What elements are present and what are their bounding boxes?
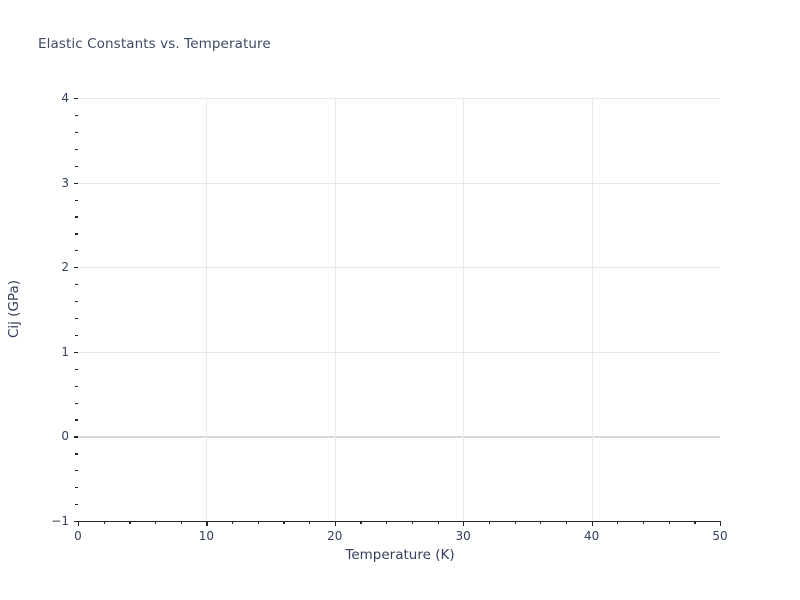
x-tick-label: 40 xyxy=(583,529,600,543)
gridline-vertical xyxy=(463,98,465,521)
x-tick-label: 20 xyxy=(327,529,343,543)
y-tick-label: −1 xyxy=(51,514,69,528)
gridline-horizontal xyxy=(78,267,720,269)
gridlines xyxy=(78,98,720,521)
x-tick-label: 30 xyxy=(455,529,471,543)
y-tick-label: 3 xyxy=(61,175,69,190)
gridline-horizontal xyxy=(78,98,720,99)
y-axis-label: Cij (GPa) xyxy=(6,279,22,339)
data-series-layer xyxy=(78,98,720,521)
x-axis-label: Temperature (K) xyxy=(345,547,455,563)
x-tick-label: 10 xyxy=(198,529,215,543)
y-tick-label: 1 xyxy=(61,344,69,359)
y-tick-label: 2 xyxy=(61,260,69,275)
x-tick-label: 50 xyxy=(712,529,728,543)
zero-gridline xyxy=(78,436,720,439)
plot-area: −1 0 1 2 3 4 0 10 20 30 40 50 xyxy=(51,91,727,543)
gridline-vertical xyxy=(334,98,336,521)
x-tick-label: 0 xyxy=(74,529,82,543)
chart-title: Elastic Constants vs. Temperature xyxy=(38,36,271,52)
gridline-vertical xyxy=(591,98,593,521)
gridline-vertical xyxy=(206,98,208,521)
x-axis-spine xyxy=(78,521,721,523)
y-tick-label: 0 xyxy=(61,429,69,444)
gridline-horizontal xyxy=(78,351,720,353)
y-tick-label: 4 xyxy=(61,91,69,105)
gridline-horizontal xyxy=(78,182,720,184)
